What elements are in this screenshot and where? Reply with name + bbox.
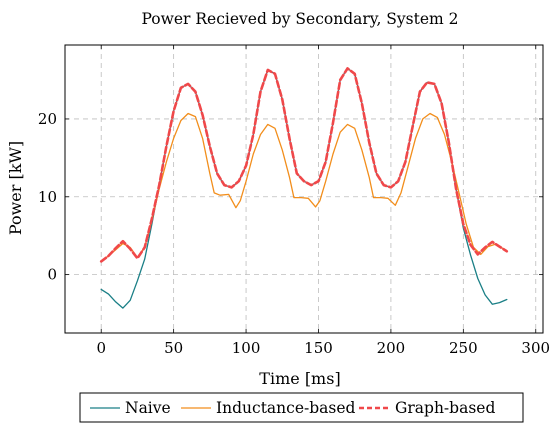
legend-label-graph: Graph-based xyxy=(395,399,495,417)
series-line-naive xyxy=(100,67,508,309)
legend-box xyxy=(79,392,524,423)
x-tick-label: 100 xyxy=(232,339,261,357)
y-axis-label: Power [kW] xyxy=(6,141,25,235)
x-tick-label: 0 xyxy=(96,339,106,357)
y-tick-label: 0 xyxy=(47,266,57,284)
x-tick-label: 250 xyxy=(449,339,478,357)
legend-label-inductance: Inductance-based xyxy=(216,399,356,417)
x-tick-label: 300 xyxy=(521,339,550,357)
ticks: 0 50 100 150 200 250 300 0 10 20 xyxy=(38,45,550,357)
x-tick-label: 200 xyxy=(377,339,406,357)
legend: Naive Inductance-based Graph-based xyxy=(79,392,524,423)
series-line-inductance-based xyxy=(100,112,508,263)
plot-frame xyxy=(64,44,544,334)
x-tick-label: 50 xyxy=(164,339,183,357)
chart-title: Power Recieved by Secondary, System 2 xyxy=(141,10,458,28)
grid xyxy=(65,45,543,333)
x-tick-label: 150 xyxy=(304,339,333,357)
y-tick-label: 10 xyxy=(38,188,57,206)
x-axis-label: Time [ms] xyxy=(259,369,340,388)
series-line-graph-based xyxy=(99,67,509,263)
series-layer xyxy=(99,67,509,309)
y-tick-label: 20 xyxy=(38,110,57,128)
legend-label-naive: Naive xyxy=(125,399,171,417)
